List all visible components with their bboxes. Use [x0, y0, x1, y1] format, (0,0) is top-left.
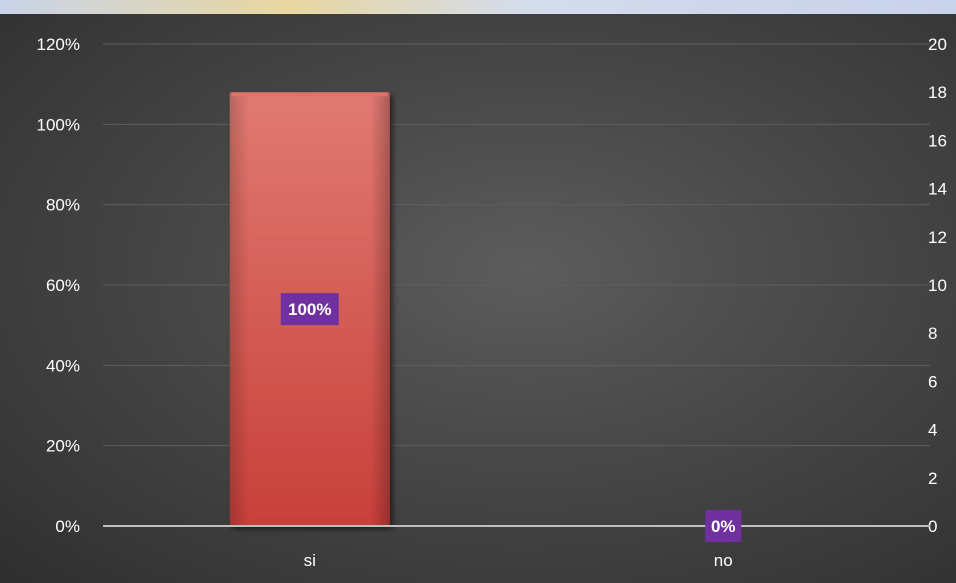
- y-axis-right: 0 2 4 6 8 10 12 14 16 18 20: [928, 35, 947, 536]
- gridlines: [103, 43, 930, 447]
- x-tick-label: si: [304, 551, 316, 570]
- data-label-text: 0%: [711, 517, 736, 536]
- bar-top-bevel: [231, 92, 388, 97]
- y2-tick-label: 8: [928, 324, 937, 343]
- y2-tick-label: 0: [928, 517, 937, 536]
- y2-tick-label: 18: [928, 83, 947, 102]
- y2-tick-label: 20: [928, 35, 947, 54]
- chart-area: [0, 14, 956, 583]
- background-strip: [0, 0, 956, 14]
- y-axis-left: 0% 20% 40% 60% 80% 100% 120%: [37, 35, 80, 536]
- y2-tick-label: 4: [928, 421, 937, 440]
- data-label-box: [280, 293, 339, 326]
- y2-tick-label: 14: [928, 180, 947, 199]
- data-labels: 100% 0%: [280, 293, 742, 542]
- data-label-box: [705, 510, 742, 542]
- y2-tick-label: 2: [928, 469, 937, 488]
- x-tick-label: no: [714, 551, 733, 570]
- x-axis-labels: si no: [304, 551, 733, 570]
- data-label-text: 100%: [288, 300, 331, 319]
- y-tick-label: 40%: [46, 356, 80, 375]
- y-tick-label: 0%: [55, 517, 80, 536]
- y-tick-label: 80%: [46, 196, 80, 215]
- y-tick-label: 60%: [46, 276, 80, 295]
- y-tick-label: 20%: [46, 437, 80, 456]
- y2-tick-label: 16: [928, 131, 947, 150]
- y2-tick-label: 12: [928, 228, 947, 247]
- data-label: 0%: [705, 510, 742, 542]
- y2-tick-label: 6: [928, 372, 937, 391]
- y-tick-label: 120%: [37, 35, 80, 54]
- y-tick-label: 100%: [37, 115, 80, 134]
- data-label: 100%: [280, 293, 339, 326]
- y2-tick-label: 10: [928, 276, 947, 295]
